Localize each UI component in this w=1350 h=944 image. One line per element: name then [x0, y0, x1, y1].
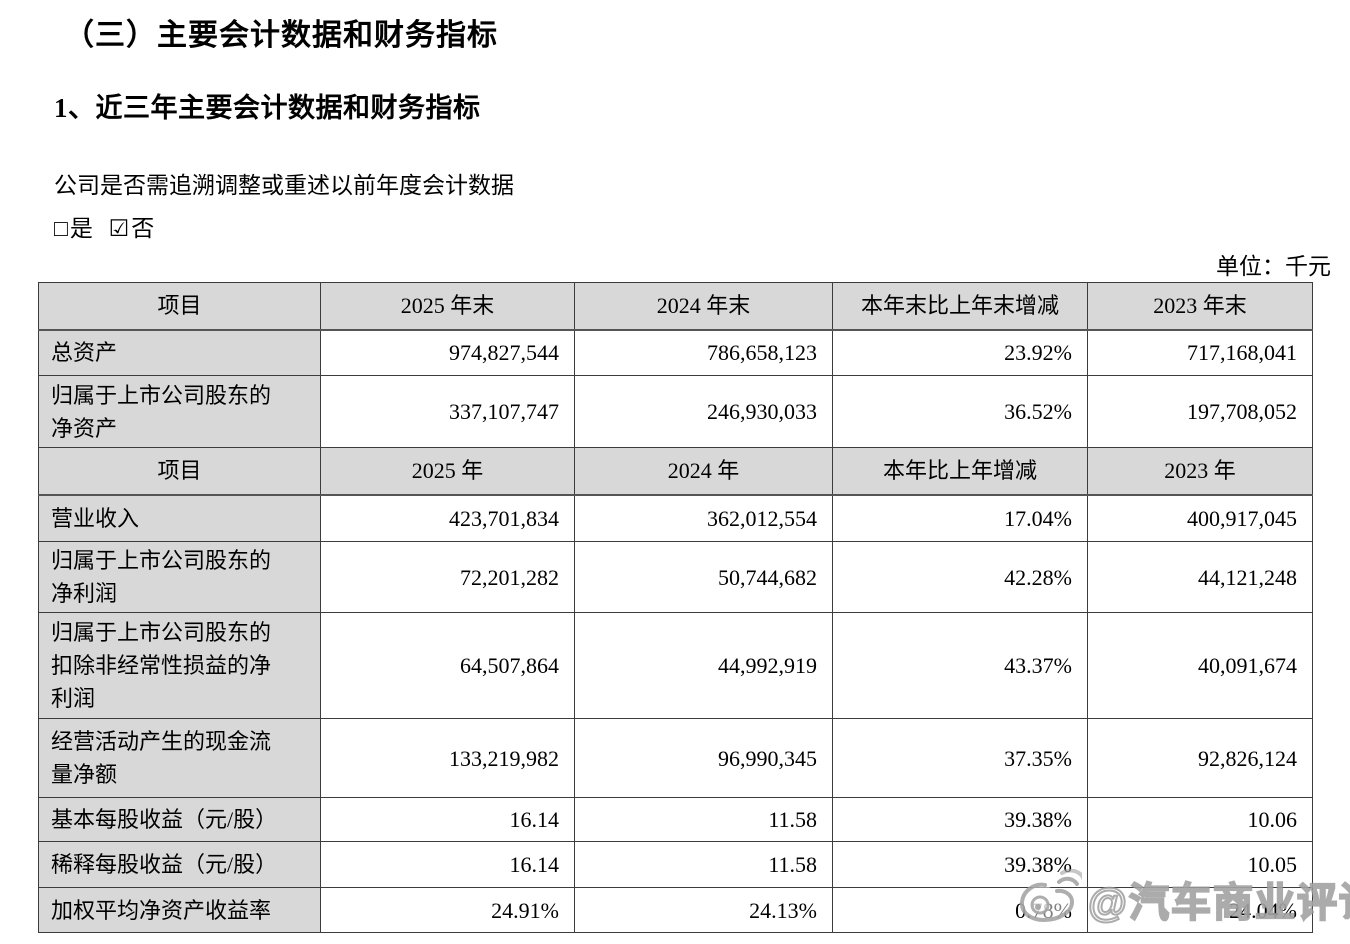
- row-label: 稀释每股收益（元/股）: [38, 841, 321, 888]
- unit-label: 单位：千元: [1216, 254, 1331, 279]
- cell-2023: 92,826,124: [1087, 718, 1313, 798]
- row-label: 基本每股收益（元/股）: [38, 797, 321, 842]
- cell-2025: 423,701,834: [320, 494, 575, 542]
- col-header-yoy: 本年比上年增减: [832, 447, 1088, 496]
- row-label: 归属于上市公司股东的 扣除非经常性损益的净 利润: [38, 612, 321, 719]
- cell-change: 43.37%: [832, 612, 1088, 719]
- cell-change: 39.38%: [832, 841, 1088, 888]
- col-header-2025-end: 2025 年末: [320, 282, 575, 331]
- row-label: 总资产: [38, 329, 321, 376]
- table-row-net-assets: 归属于上市公司股东的 净资产 337,107,747 246,930,033 3…: [38, 375, 1313, 448]
- col-header-2023-end: 2023 年末: [1087, 282, 1313, 331]
- cell-2024: 44,992,919: [574, 612, 833, 719]
- cell-2023: 197,708,052: [1087, 375, 1313, 448]
- restate-question: 公司是否需追溯调整或重述以前年度会计数据: [54, 173, 514, 198]
- row-label: 经营活动产生的现金流 量净额: [38, 718, 321, 798]
- cell-2025: 974,827,544: [320, 329, 575, 376]
- cell-2024: 96,990,345: [574, 718, 833, 798]
- cell-change: 0.78%: [832, 887, 1088, 933]
- cell-2023: 24.04%: [1087, 887, 1313, 933]
- cell-change: 23.92%: [832, 329, 1088, 376]
- col-header-2025: 2025 年: [320, 447, 575, 496]
- section-title: （三）主要会计数据和财务指标: [64, 19, 498, 52]
- cell-change: 39.38%: [832, 797, 1088, 842]
- cell-2024: 246,930,033: [574, 375, 833, 448]
- cell-2023: 10.05: [1087, 841, 1313, 888]
- cell-2025: 64,507,864: [320, 612, 575, 719]
- col-header-2024-end: 2024 年末: [574, 282, 833, 331]
- cell-change: 37.35%: [832, 718, 1088, 798]
- checkbox-no[interactable]: ☑否: [109, 216, 155, 241]
- table-row-basic-eps: 基本每股收益（元/股） 16.14 11.58 39.38% 10.06: [38, 797, 1313, 842]
- row-label: 加权平均净资产收益率: [38, 887, 321, 933]
- table-row-deducted-net-profit: 归属于上市公司股东的 扣除非经常性损益的净 利润 64,507,864 44,9…: [38, 612, 1313, 719]
- col-header-yoy-end: 本年末比上年末增减: [832, 282, 1088, 331]
- checkbox-checked-icon: ☑: [108, 216, 130, 241]
- restate-options: □是 ☑否: [54, 209, 164, 243]
- table-row-weighted-roe: 加权平均净资产收益率 24.91% 24.13% 0.78% 24.04%: [38, 887, 1313, 933]
- cell-2024: 11.58: [574, 797, 833, 842]
- row-label: 营业收入: [38, 494, 321, 542]
- col-header-item: 项目: [38, 282, 321, 331]
- cell-2023: 40,091,674: [1087, 612, 1313, 719]
- row-label: 归属于上市公司股东的 净资产: [38, 375, 321, 448]
- cell-change: 42.28%: [832, 541, 1088, 613]
- checkbox-no-label: 否: [131, 216, 155, 241]
- cell-2023: 10.06: [1087, 797, 1313, 842]
- table-row-diluted-eps: 稀释每股收益（元/股） 16.14 11.58 39.38% 10.05: [38, 841, 1313, 888]
- financial-indicators-table: 项目 2025 年末 2024 年末 本年末比上年末增减 2023 年末 总资产…: [38, 282, 1313, 933]
- cell-change: 36.52%: [832, 375, 1088, 448]
- cell-2023: 400,917,045: [1087, 494, 1313, 542]
- col-header-2024: 2024 年: [574, 447, 833, 496]
- subsection-title: 1、近三年主要会计数据和财务指标: [54, 93, 481, 123]
- col-header-item: 项目: [38, 447, 321, 496]
- checkbox-unchecked-icon: □: [54, 216, 68, 241]
- checkbox-yes-label: 是: [69, 216, 93, 241]
- cell-2025: 337,107,747: [320, 375, 575, 448]
- cell-2023: 717,168,041: [1087, 329, 1313, 376]
- cell-2024: 11.58: [574, 841, 833, 888]
- table-row-total-assets: 总资产 974,827,544 786,658,123 23.92% 717,1…: [38, 329, 1313, 376]
- cell-2025: 24.91%: [320, 887, 575, 933]
- table-row-operating-cashflow: 经营活动产生的现金流 量净额 133,219,982 96,990,345 37…: [38, 718, 1313, 798]
- cell-change: 17.04%: [832, 494, 1088, 542]
- checkbox-yes[interactable]: □是: [54, 216, 93, 241]
- cell-2025: 16.14: [320, 797, 575, 842]
- cell-2025: 133,219,982: [320, 718, 575, 798]
- cell-2025: 72,201,282: [320, 541, 575, 613]
- cell-2024: 50,744,682: [574, 541, 833, 613]
- col-header-2023: 2023 年: [1087, 447, 1313, 496]
- cell-2024: 786,658,123: [574, 329, 833, 376]
- table-row-revenue: 营业收入 423,701,834 362,012,554 17.04% 400,…: [38, 494, 1313, 542]
- row-label: 归属于上市公司股东的 净利润: [38, 541, 321, 613]
- table-row-net-profit: 归属于上市公司股东的 净利润 72,201,282 50,744,682 42.…: [38, 541, 1313, 613]
- table-header-annual: 项目 2025 年 2024 年 本年比上年增减 2023 年: [38, 447, 1313, 496]
- cell-2025: 16.14: [320, 841, 575, 888]
- table-header-yearend: 项目 2025 年末 2024 年末 本年末比上年末增减 2023 年末: [38, 282, 1313, 331]
- cell-2024: 362,012,554: [574, 494, 833, 542]
- cell-2024: 24.13%: [574, 887, 833, 933]
- cell-2023: 44,121,248: [1087, 541, 1313, 613]
